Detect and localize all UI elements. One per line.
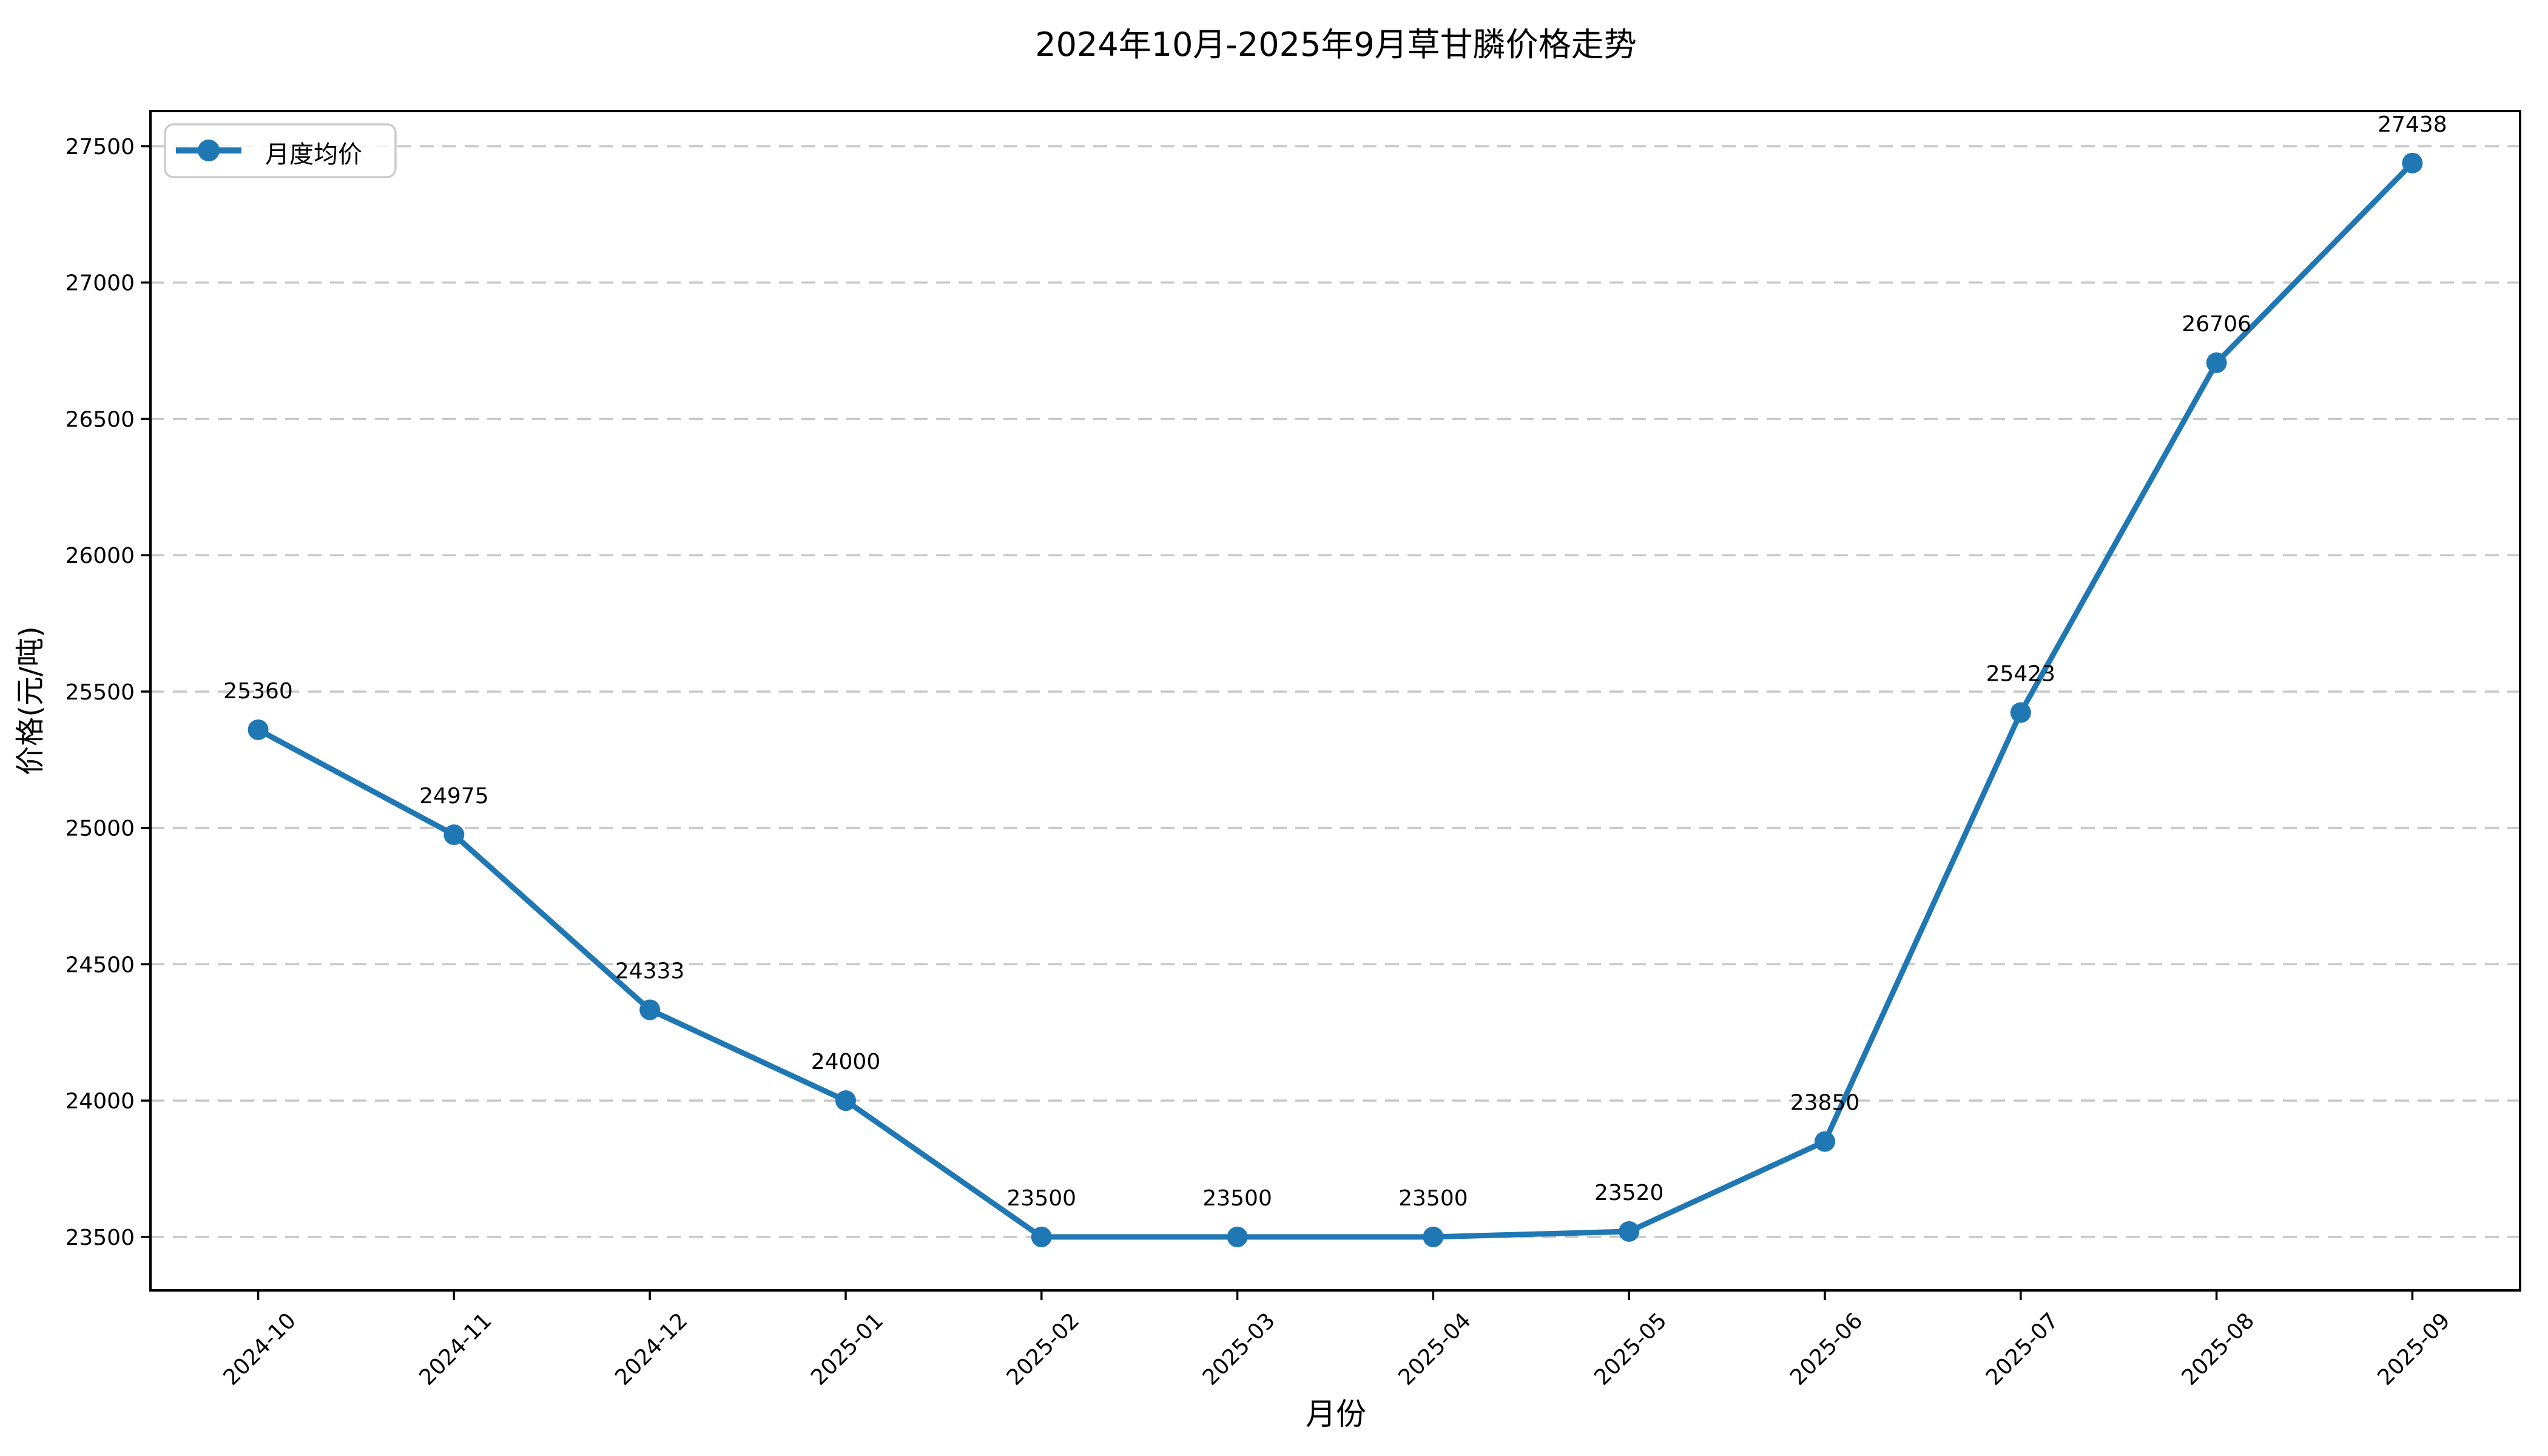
chart-title: 2024年10月-2025年9月草甘膦价格走势	[1035, 25, 1636, 64]
x-tick-label: 2025-09	[2373, 1308, 2455, 1390]
y-tick-label: 24500	[65, 952, 135, 977]
legend: 月度均价	[164, 123, 397, 178]
legend-box	[164, 123, 397, 178]
data-point-marker	[1815, 1131, 1836, 1152]
gridlines-layer	[150, 145, 2520, 1238]
x-tick-label: 2025-08	[2177, 1308, 2259, 1390]
y-tick-label: 27000	[65, 271, 135, 296]
data-point-label: 24000	[811, 1050, 881, 1074]
data-point-label: 24333	[615, 959, 685, 983]
y-tick-label: 26000	[65, 544, 135, 568]
x-tick-label: 2024-11	[414, 1308, 496, 1390]
data-point-marker	[835, 1090, 856, 1111]
x-axis-label: 月份	[1306, 1397, 1366, 1432]
x-tick-label: 2024-12	[610, 1308, 692, 1390]
x-tick-label: 2025-02	[1002, 1308, 1084, 1390]
data-point-marker	[639, 999, 661, 1020]
data-point-marker	[1619, 1221, 1640, 1242]
data-point-marker	[1423, 1226, 1444, 1247]
x-tick-label: 2025-03	[1198, 1308, 1280, 1390]
data-point-label: 23850	[1790, 1091, 1860, 1116]
x-tick-label: 2025-05	[1589, 1308, 1671, 1390]
data-point-label: 26706	[2182, 312, 2251, 337]
data-point-label: 23520	[1594, 1181, 1664, 1205]
y-tick-label: 24000	[65, 1089, 135, 1114]
y-tick-label: 26500	[65, 407, 135, 432]
data-point-marker	[443, 824, 465, 845]
y-tick-label: 25000	[65, 817, 135, 841]
data-line	[255, 160, 2415, 1240]
data-point-marker	[2010, 702, 2031, 723]
data-point-marker	[2206, 352, 2227, 373]
x-tick-label: 2025-01	[806, 1308, 888, 1390]
data-point-label: 27438	[2378, 112, 2447, 137]
data-point-label: 25360	[223, 679, 293, 704]
data-point-label: 23500	[1202, 1186, 1272, 1211]
y-axis-label: 价格(元/吨)	[13, 626, 47, 775]
x-tick-label: 2025-06	[1785, 1308, 1867, 1390]
x-tick-label: 2025-07	[1981, 1308, 2063, 1390]
y-tick-label: 27500	[65, 135, 135, 160]
data-point-label: 25423	[1986, 662, 2056, 687]
legend-label: 月度均价	[265, 141, 362, 169]
data-point-marker	[248, 719, 269, 740]
x-tick-label: 2024-10	[219, 1308, 301, 1390]
legend-marker-sample	[198, 140, 220, 161]
data-series-layer: 25360 24975 24333 24000 23500 23500 23500 23520…	[223, 112, 2447, 1247]
data-point-label: 24975	[419, 784, 489, 809]
data-point-marker	[2402, 152, 2423, 174]
plot-border	[149, 110, 2521, 1292]
data-point-label: 23500	[1007, 1186, 1077, 1211]
data-point-marker	[1031, 1226, 1052, 1247]
x-tick-label: 2025-04	[1394, 1308, 1475, 1390]
y-tick-label: 25500	[65, 680, 135, 705]
y-tick-label: 23500	[65, 1225, 135, 1250]
data-point-marker	[1227, 1226, 1248, 1247]
data-point-label: 23500	[1398, 1186, 1468, 1211]
